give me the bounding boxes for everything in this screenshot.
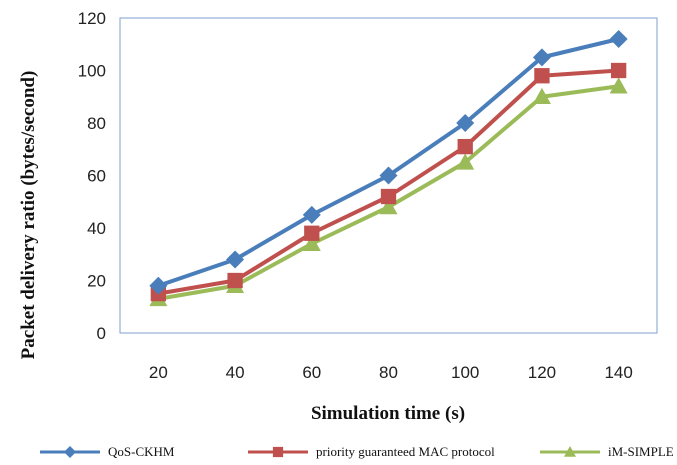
x-axis-ticks: 20 40 60 80 100 120 140 bbox=[149, 363, 633, 382]
data-point bbox=[380, 188, 397, 205]
legend: QoS-CKHM priority guaranteed MAC protocol… bbox=[40, 444, 674, 459]
data-point bbox=[302, 205, 321, 224]
y-tick-label: 100 bbox=[78, 62, 106, 81]
y-tick-label: 40 bbox=[87, 219, 106, 238]
legend-marker bbox=[564, 446, 576, 457]
data-point bbox=[456, 153, 475, 170]
y-axis-title: Packet delivery ratio (bytes/second) bbox=[18, 71, 39, 360]
data-point bbox=[304, 225, 320, 241]
y-tick-label: 0 bbox=[97, 324, 106, 343]
data-point bbox=[532, 87, 551, 104]
x-axis-title: Simulation time (s) bbox=[311, 403, 465, 424]
data-point bbox=[457, 138, 473, 155]
data-point bbox=[456, 114, 475, 132]
x-tick-label: 120 bbox=[528, 363, 556, 382]
x-tick-label: 140 bbox=[604, 363, 632, 382]
x-tick-label: 60 bbox=[302, 363, 321, 382]
legend-marker bbox=[272, 446, 284, 458]
y-tick-label: 20 bbox=[87, 272, 106, 291]
x-tick-label: 80 bbox=[379, 363, 398, 382]
data-point bbox=[379, 198, 398, 215]
series-layer bbox=[149, 30, 628, 307]
data-point bbox=[149, 276, 168, 295]
data-point bbox=[609, 77, 628, 94]
data-point bbox=[532, 48, 551, 67]
data-point bbox=[534, 68, 550, 84]
data-point bbox=[226, 250, 245, 269]
x-tick-label: 100 bbox=[451, 363, 479, 382]
data-point bbox=[609, 30, 628, 48]
legend-label: priority guaranteed MAC protocol bbox=[316, 444, 495, 459]
data-point bbox=[302, 234, 321, 251]
data-point bbox=[379, 166, 398, 185]
y-tick-label: 60 bbox=[87, 167, 106, 186]
legend-marker bbox=[64, 446, 76, 458]
y-axis-ticks: 0 20 40 60 80 100 120 bbox=[78, 9, 106, 343]
legend-label: iM-SIMPLE bbox=[608, 444, 674, 459]
legend-label: QoS-CKHM bbox=[108, 444, 175, 459]
data-point bbox=[610, 62, 627, 79]
x-tick-label: 20 bbox=[149, 363, 168, 382]
y-tick-label: 80 bbox=[87, 114, 106, 133]
x-tick-label: 40 bbox=[226, 363, 245, 382]
y-tick-label: 120 bbox=[78, 9, 106, 28]
data-point bbox=[227, 272, 243, 289]
